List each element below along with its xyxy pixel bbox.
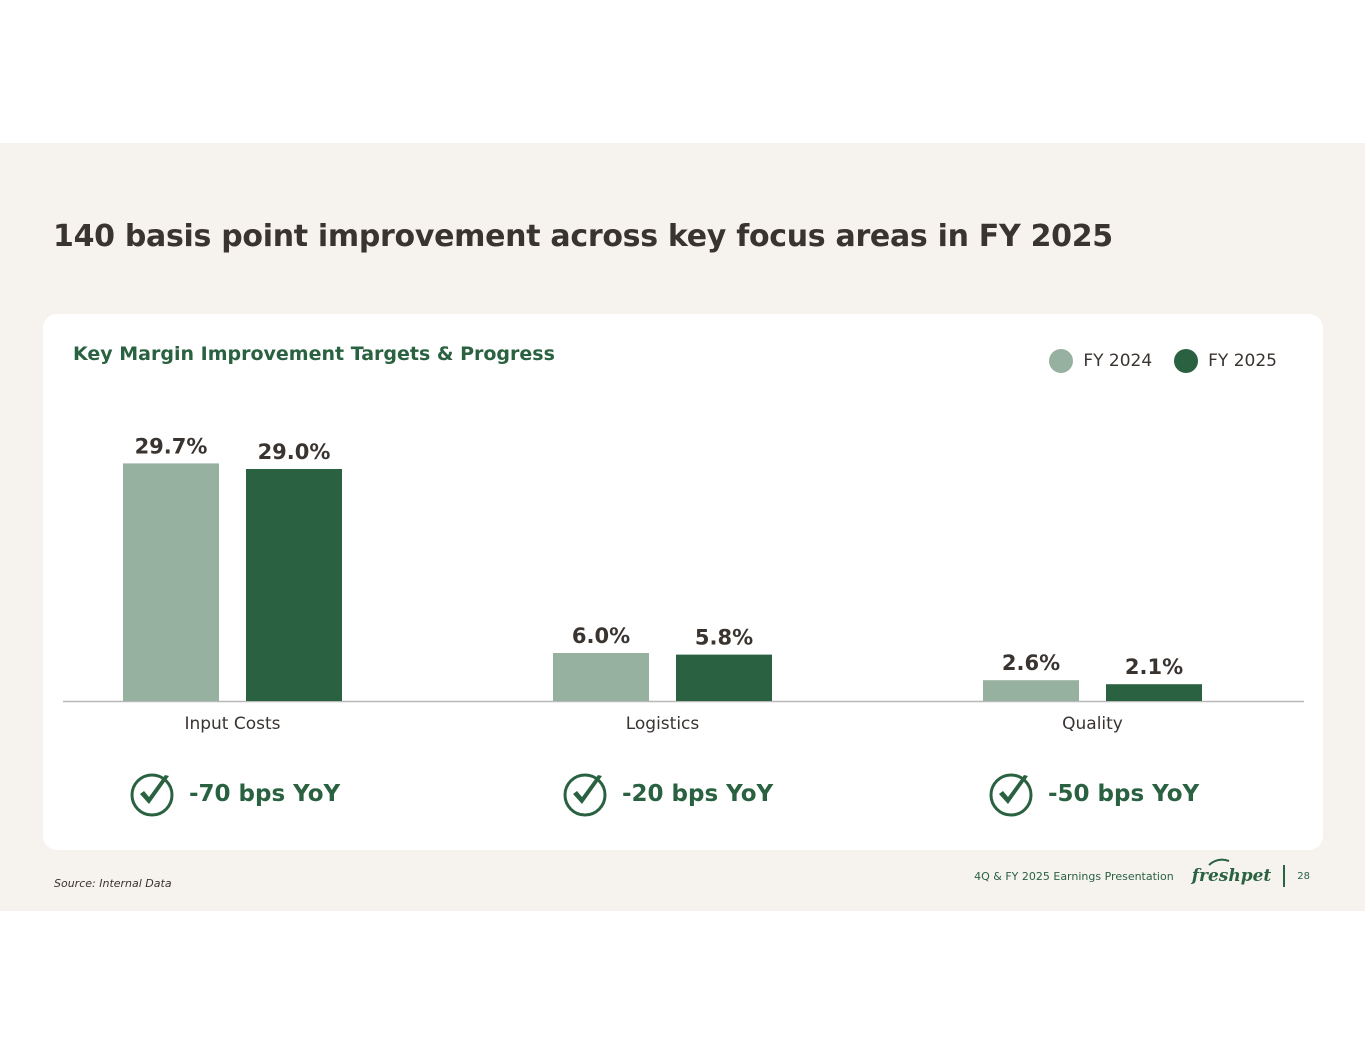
data-label: 29.0%: [258, 440, 331, 464]
bar-input-costs-fy-2024: [123, 463, 219, 701]
outcome-label: -20 bps YoY: [622, 781, 774, 807]
footer-divider: [1283, 865, 1286, 887]
check-circle-icon: [563, 773, 607, 817]
outcome-logistics: -20 bps YoY: [562, 770, 773, 818]
data-label: 5.8%: [695, 626, 753, 650]
source-note: Source: Internal Data: [54, 877, 172, 890]
category-label: Quality: [1062, 714, 1123, 734]
legend-swatch-fy2025: [1174, 349, 1199, 373]
legend-swatch-fy2024: [1049, 349, 1074, 373]
page-title: 140 basis point improvement across key f…: [53, 219, 1113, 254]
footer: 4Q & FY 2025 Earnings Presentation fresh…: [974, 858, 1310, 887]
bar-quality-fy-2024: [983, 680, 1079, 701]
outcome-label: -50 bps YoY: [1048, 781, 1200, 807]
bar-logistics-fy-2024: [553, 653, 649, 701]
outcome-label: -70 bps YoY: [189, 781, 341, 807]
legend-item-fy2024: FY 2024: [1049, 349, 1152, 373]
logo-text: freshpet: [1191, 866, 1272, 886]
outcome-quality: -50 bps YoY: [988, 770, 1199, 818]
data-label: 2.6%: [1002, 651, 1060, 675]
check-circle-icon: [989, 773, 1033, 817]
logo-swoosh-icon: [1208, 858, 1230, 866]
check-circle-icon: [130, 773, 174, 817]
legend-item-fy2025: FY 2025: [1174, 349, 1277, 373]
bar-chart: 29.7% 29.0% Input Costs 6.0% 5.8% Logistics 2.…: [63, 434, 1304, 734]
page-number: 28: [1297, 870, 1310, 882]
outcome-input-costs: -70 bps YoY: [129, 770, 340, 818]
data-label: 2.1%: [1125, 655, 1183, 679]
bar-quality-fy-2025: [1106, 684, 1202, 701]
bar-input-costs-fy-2025: [246, 469, 342, 701]
chart-card: Key Margin Improvement Targets & Progres…: [43, 314, 1323, 850]
freshpet-logo: freshpet: [1191, 858, 1272, 886]
bar-logistics-fy-2025: [676, 654, 772, 701]
presentation-title: 4Q & FY 2025 Earnings Presentation: [974, 869, 1174, 883]
slide: 140 basis point improvement across key f…: [0, 143, 1365, 911]
category-label: Logistics: [626, 714, 700, 734]
legend-label-fy2025: FY 2025: [1208, 351, 1277, 371]
data-label: 6.0%: [572, 624, 630, 648]
chart-legend: FY 2024 FY 2025: [1027, 349, 1277, 373]
data-label: 29.7%: [135, 434, 208, 458]
category-label: Input Costs: [184, 714, 280, 734]
legend-label-fy2024: FY 2024: [1083, 351, 1153, 371]
chart-title: Key Margin Improvement Targets & Progres…: [73, 343, 555, 365]
